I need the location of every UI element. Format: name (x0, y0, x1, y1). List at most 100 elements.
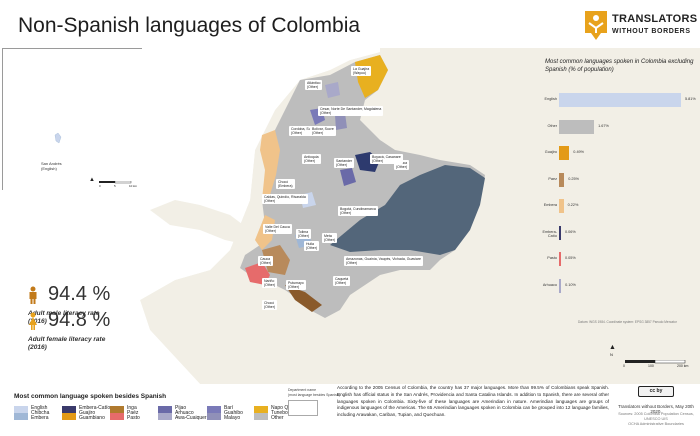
region-cesar (325, 82, 340, 98)
inset-scale-zero: 0 (99, 184, 101, 188)
twb-logo: TRANSLATORS WITHOUT BORDERS (585, 11, 697, 43)
female-literacy-value: 94.8 % (48, 309, 111, 331)
cc-license-badge: cc by (638, 386, 674, 397)
map-label-antioquia: Antioquia (Other) (302, 154, 321, 164)
bar (559, 172, 565, 187)
map-label-bolivar: Bolívar, Sucre (Other) (310, 126, 336, 136)
inset-north-icon: ▲ (89, 177, 95, 183)
map-label-caldas: Caldas, Quindío, Risaralda (Other) (262, 194, 308, 204)
region-cauca (262, 245, 290, 275)
region-putumayo (285, 285, 322, 312)
inset-scale-bar (99, 181, 132, 184)
map-label-valle: Valle Del Cauca (Other) (263, 224, 292, 234)
female-person-icon (29, 312, 37, 330)
bar (559, 199, 564, 213)
legend-swatch (158, 406, 172, 420)
scale-zero: 0 (623, 364, 625, 368)
legend-swatch (62, 406, 76, 420)
bar-value-label: 0.06% (565, 229, 576, 234)
map-label-bogota: Bogotá, Cundinamarca (Other) (338, 206, 378, 216)
map-label-narino: Nariño (Other) (262, 278, 278, 288)
bar (559, 278, 562, 293)
logo-mark-icon (585, 11, 607, 40)
legend-label: English Chibcha Embera (31, 405, 50, 421)
bar-category-label: Other (547, 123, 558, 128)
legend-label: Pijao Arhuaco Awa-Cuaiquer (175, 405, 207, 421)
bar-value-label: 0.10% (565, 282, 576, 287)
bar (559, 93, 681, 107)
map-label-putumayo: Putumayo (Other) (286, 280, 306, 290)
bar-category-label: English (544, 97, 557, 101)
region-amazonas (330, 165, 485, 255)
map-label-meta: Meta (Other) (322, 233, 338, 243)
map-label-huila: Huila (Other) (304, 241, 320, 251)
scale-bar (625, 360, 686, 364)
bar-value-label: 0.25% (568, 176, 580, 181)
map-label-guajira: La Guajira (Wayuu) (351, 66, 372, 76)
region-guajira (355, 55, 388, 98)
credits: Translators without Borders, May 20th 20… (618, 404, 694, 414)
page-title: Non-Spanish languages of Colombia (18, 14, 361, 37)
inset-map (3, 49, 143, 191)
bar-category-label: Guajiro (544, 150, 557, 154)
bar-value-label: 0.22% (567, 203, 579, 207)
map-label-choco-2: Chocó (Other) (262, 300, 278, 310)
bar (559, 146, 570, 160)
male-person-icon (29, 286, 37, 304)
inset-scale-max: 10 km (129, 184, 138, 188)
male-literacy-value: 94.4 % (48, 283, 111, 305)
census-text: According to the 2005 Census of Colombia… (337, 385, 609, 418)
bar-category-label: Embera (543, 203, 557, 207)
map-label-cesar: Cesar, Norte De Santander, Magdalena (Ot… (318, 106, 384, 116)
bar-value-label: 0.05% (565, 256, 576, 260)
map-label-amazonas: Amazonas, Guainía, Vaupés, Vichada, Guav… (344, 256, 423, 266)
region-santander (335, 113, 347, 130)
legend-title: Most common language spoken besides Span… (14, 393, 167, 400)
legend-label: Barí Guahibo Malayo (224, 405, 243, 421)
bar-category-label: Pasto (547, 256, 557, 260)
region-choco (260, 130, 280, 200)
male-literacy-label: Adult male literacy rate (2016) (28, 310, 100, 325)
bar (559, 119, 595, 134)
map-label-cauca: Cauca (Other) (258, 256, 274, 266)
scale-max: 200 km (677, 364, 689, 368)
logo-name: TRANSLATORS (612, 13, 698, 25)
logo-text: TRANSLATORS WITHOUT BORDERS (612, 13, 697, 38)
bar-value-label: 1.67% (598, 123, 609, 128)
map-label-santander: Santander (Other) (334, 158, 355, 168)
legend-swatch (110, 406, 124, 420)
bar-category-label: Paez (548, 176, 557, 181)
bar-value-label: 5.81% (685, 97, 696, 101)
dept-label-example (288, 400, 318, 416)
footer: Most common language spoken besides Span… (0, 384, 700, 436)
inset-scale-mid: 5 (114, 184, 116, 188)
region-boyaca (340, 168, 356, 186)
bar-value-label: 0.49% (573, 150, 585, 154)
map-label-choco: Chocó (Embera) (276, 179, 295, 189)
legend-swatch (207, 406, 221, 420)
dept-note: Department name (most language besides S… (288, 388, 340, 397)
bar-category-label: Arhuaco (542, 282, 557, 287)
sources: Sources: 2005 Colombia Population Census… (618, 412, 694, 426)
bar (559, 225, 561, 240)
map-label-tolima: Tolima (Other) (296, 229, 312, 239)
bar-category-label: Embera-Catío (542, 229, 557, 238)
map-label-caqueta: Caquetá (Other) (333, 276, 351, 286)
projection-note: Datum: WGS 1984. Coordinate system: EPSG… (578, 320, 677, 324)
legend-swatch (14, 406, 28, 420)
logo-sub: WITHOUT BORDERS (612, 28, 691, 35)
chart-title: Most common languages spoken in Colombia… (545, 59, 694, 73)
north-arrow-icon: ▲ (609, 344, 616, 351)
legend-label: Inga Paéz Pasto (127, 405, 140, 421)
legend-swatch (254, 406, 268, 420)
header: Non-Spanish languages of Colombia TRANSL… (0, 0, 700, 48)
inset-label: San Andrés (English) (41, 161, 62, 171)
map-label-boyaca: Boyacá, Casanare (Other) (370, 154, 403, 164)
bar (559, 252, 561, 266)
map-label-atlantico: Atlántico (Other) (305, 80, 323, 90)
female-literacy-label: Adult female literacy rate (2016) (28, 336, 106, 351)
legend-label: Embera-Catío Guajiro Guambiano (79, 405, 111, 421)
inset-san-andres: San Andrés (English) ▲ 0 5 10 km (2, 48, 143, 191)
scale-mid: 100 (648, 364, 654, 368)
north-label: N (610, 352, 613, 357)
